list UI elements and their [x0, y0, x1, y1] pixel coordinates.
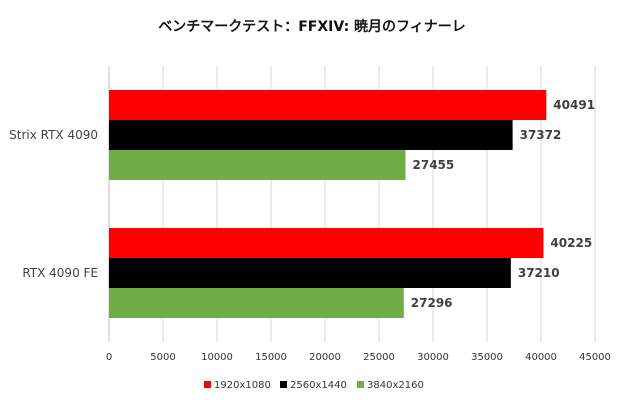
- bar: [109, 258, 511, 288]
- data-label: 27296: [411, 296, 453, 310]
- x-tick-label: 20000: [309, 352, 341, 363]
- category-labels: Strix RTX 4090 RTX 4090 FE: [9, 128, 98, 280]
- category-label: RTX 4090 FE: [22, 266, 98, 280]
- data-label: 37210: [518, 266, 560, 280]
- x-tick-label: 25000: [363, 352, 395, 363]
- legend: 1920x1080 2560x1440 3840x2160: [204, 380, 424, 391]
- legend-swatch: [204, 381, 211, 388]
- legend-swatch: [357, 381, 364, 388]
- data-labels: 40491 37372 27455 40225 37210 27296: [411, 98, 595, 310]
- data-label: 40225: [550, 236, 592, 250]
- x-tick-label: 40000: [525, 352, 557, 363]
- data-label: 40491: [553, 98, 595, 112]
- bar: [109, 120, 513, 150]
- legend-swatch: [280, 381, 287, 388]
- data-label: 37372: [520, 128, 562, 142]
- x-tick-label: 35000: [471, 352, 503, 363]
- x-tick-label: 45000: [579, 352, 611, 363]
- bar: [109, 90, 547, 120]
- bar: [109, 150, 406, 180]
- category-label: Strix RTX 4090: [9, 128, 98, 142]
- legend-label: 1920x1080: [214, 380, 271, 391]
- data-label: 27455: [413, 158, 455, 172]
- chart-title: ベンチマークテスト：FFXIV: 暁月のフィナーレ: [158, 18, 466, 35]
- legend-label: 2560x1440: [290, 380, 347, 391]
- x-tick-label: 15000: [255, 352, 287, 363]
- x-tick-label: 10000: [201, 352, 233, 363]
- x-tick-label: 30000: [417, 352, 449, 363]
- bar: [109, 228, 544, 258]
- legend-label: 3840x2160: [367, 380, 424, 391]
- x-tick-label: 0: [106, 352, 112, 363]
- bar: [109, 288, 404, 318]
- x-axis-ticks: 0 5000 10000 15000 20000 25000 30000 35000 40000…: [106, 352, 611, 363]
- x-tick-label: 5000: [150, 352, 175, 363]
- bars: [109, 90, 547, 318]
